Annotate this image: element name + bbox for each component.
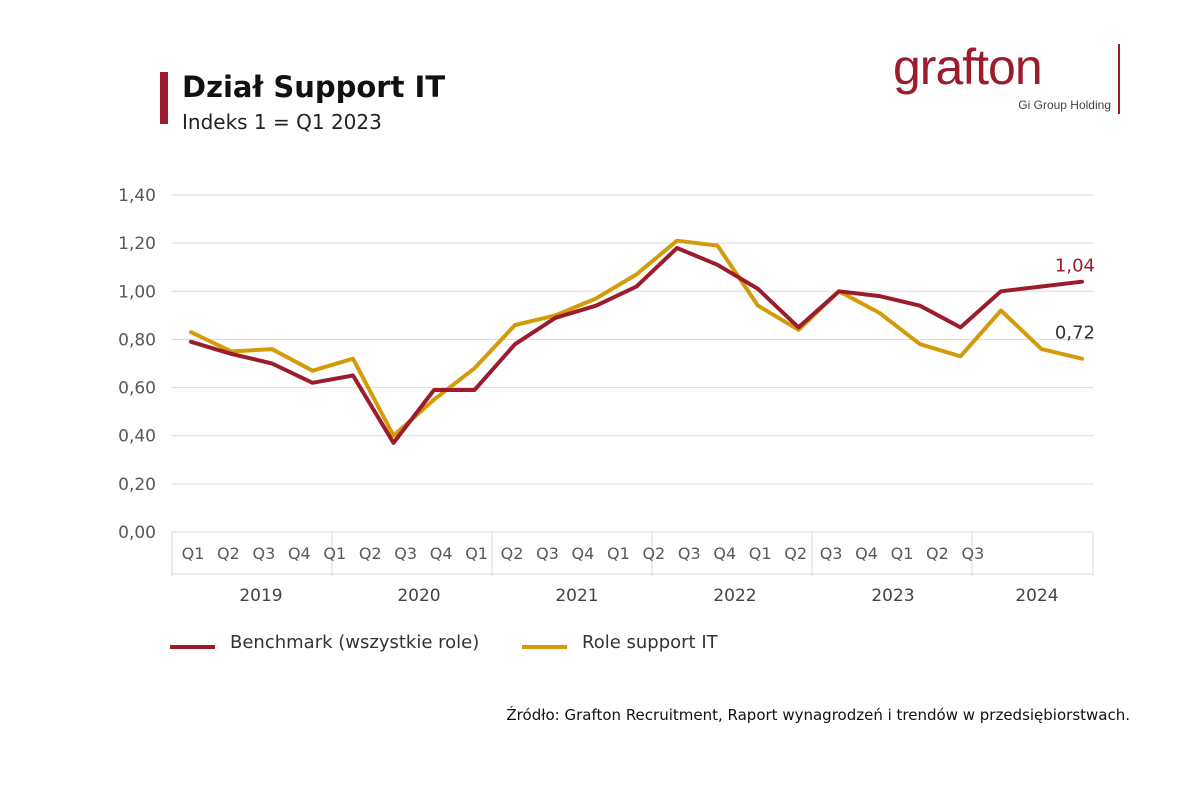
data-label-benchmark-last: 1,04	[1055, 256, 1095, 277]
x-tick-label-quarter: Q3	[253, 544, 276, 563]
y-tick-label: 0,60	[118, 379, 156, 399]
page-title: Dział Support IT	[182, 70, 446, 104]
x-tick-label-quarter: Q2	[784, 544, 807, 563]
x-tick-label-quarter: Q1	[749, 544, 772, 563]
y-tick-label: 0,20	[118, 475, 156, 495]
legend-swatch-benchmark	[170, 645, 215, 649]
logo-divider	[1118, 44, 1120, 114]
x-tick-label-quarter: Q4	[288, 544, 311, 563]
legend-label-benchmark: Benchmark (wszystkie role)	[230, 632, 480, 653]
x-tick-label-quarter: Q4	[855, 544, 878, 563]
y-tick-label: 1,00	[118, 282, 156, 302]
x-tick-label-quarter: Q4	[572, 544, 595, 563]
x-tick-label-quarter: Q1	[607, 544, 630, 563]
x-tick-label-year: 2020	[397, 586, 440, 606]
x-tick-label-quarter: Q1	[323, 544, 346, 563]
source-note: Źródło: Grafton Recruitment, Raport wyna…	[506, 706, 1130, 724]
y-tick-label: 0,40	[118, 427, 156, 447]
y-tick-label: 1,20	[118, 234, 156, 254]
x-tick-label-quarter: Q3	[394, 544, 417, 563]
x-tick-label-quarter: Q1	[465, 544, 488, 563]
x-tick-label-quarter: Q1	[891, 544, 914, 563]
legend-swatch-support-it	[522, 645, 567, 649]
x-tick-label-quarter: Q4	[713, 544, 736, 563]
x-tick-label-quarter: Q3	[536, 544, 559, 563]
x-tick-label-quarter: Q2	[642, 544, 665, 563]
y-tick-label: 0,80	[118, 330, 156, 350]
x-tick-label-quarter: Q2	[359, 544, 382, 563]
logo-wordmark: grafton	[893, 39, 1043, 95]
x-tick-label-year: 2023	[871, 586, 914, 606]
title-accent-bar	[160, 72, 168, 124]
x-tick-label-year: 2022	[713, 586, 756, 606]
x-tick-label-quarter: Q2	[926, 544, 949, 563]
x-tick-label-year: 2021	[555, 586, 598, 606]
series-line-benchmark	[189, 246, 1084, 445]
x-tick-label-quarter: Q2	[217, 544, 240, 563]
y-tick-label: 0,00	[118, 523, 156, 543]
logo-tagline: Gi Group Holding	[1018, 98, 1111, 112]
x-tick-label-quarter: Q3	[962, 544, 985, 563]
data-label-support-it-last: 0,72	[1055, 323, 1095, 344]
x-tick-label-quarter: Q1	[182, 544, 205, 563]
grafton-logo: grafton Gi Group Holding	[893, 39, 1123, 122]
x-tick-label-year: 2019	[239, 586, 282, 606]
x-tick-label-quarter: Q4	[430, 544, 453, 563]
x-tick-label-quarter: Q3	[678, 544, 701, 563]
legend-label-support-it: Role support IT	[582, 632, 718, 653]
x-tick-label-quarter: Q3	[820, 544, 843, 563]
series-line-support-it	[189, 238, 1084, 438]
x-tick-label-quarter: Q2	[501, 544, 524, 563]
x-tick-label-year: 2024	[1015, 586, 1058, 606]
page-subtitle: Indeks 1 = Q1 2023	[182, 110, 382, 134]
y-tick-label: 1,40	[118, 186, 156, 206]
